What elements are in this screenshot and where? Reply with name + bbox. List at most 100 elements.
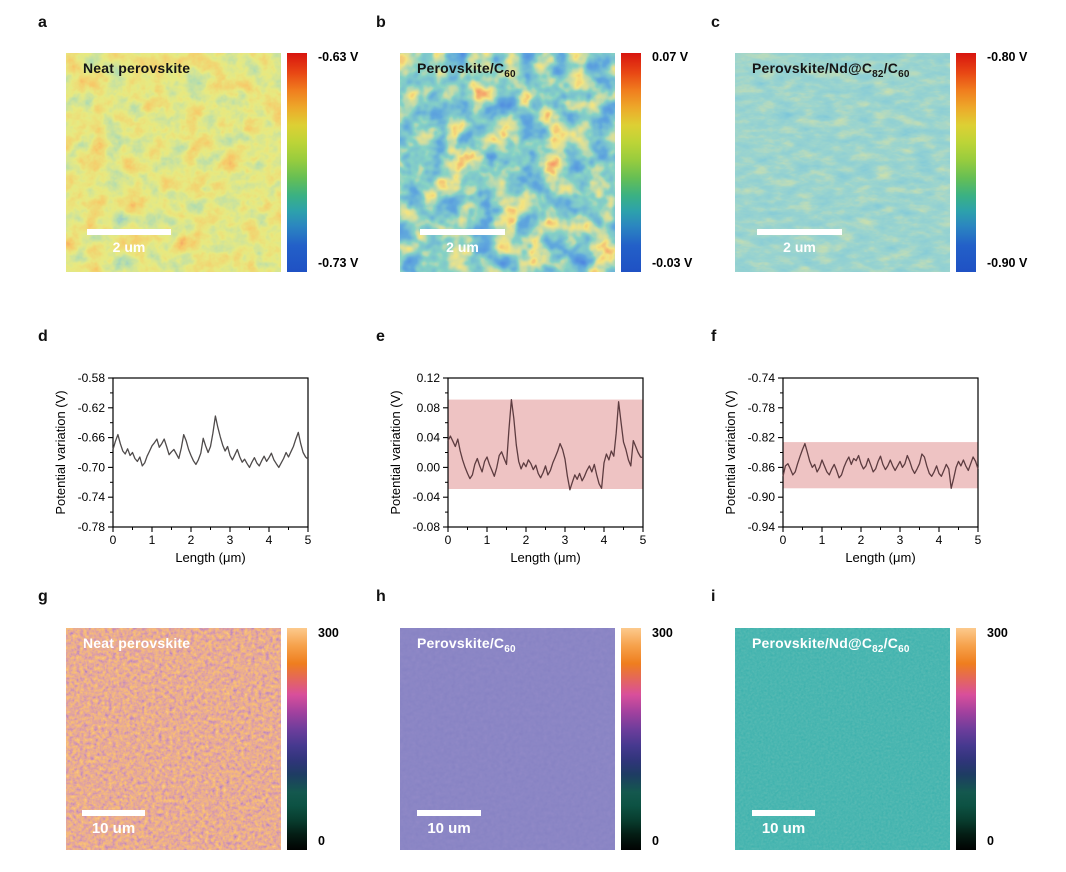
x-tick-label: 0 xyxy=(780,533,787,547)
intensity-map-perovskite-ndc82-c60: Perovskite/Nd@C82/C60 10 um xyxy=(735,628,950,850)
colorbar-a xyxy=(287,53,307,272)
x-tick-label: 4 xyxy=(601,533,608,547)
y-tick-label: -0.78 xyxy=(748,401,776,415)
colorbar-max-label: 300 xyxy=(987,626,1008,640)
line-plot-d: -0.58 -0.62 -0.66 -0.70 -0.74 -0.78 0 1 2 3 4 5 Leng… xyxy=(53,371,312,565)
y-tick-label: -0.08 xyxy=(413,520,441,534)
x-tick-label: 1 xyxy=(484,533,491,547)
scale-bar: 10 um xyxy=(752,810,815,837)
scale-bar-label: 2 um xyxy=(783,239,816,255)
y-tick-label: -0.70 xyxy=(78,460,106,474)
scale-bar-label: 10 um xyxy=(427,820,471,837)
y-tick-label: -0.90 xyxy=(748,490,776,504)
colorbar-h xyxy=(621,628,641,850)
scale-bar-line xyxy=(420,229,505,235)
map-title: Neat perovskite xyxy=(83,60,191,76)
y-tick-label: -0.78 xyxy=(78,520,106,534)
line-plot-f: -0.74 -0.78 -0.82 -0.86 -0.90 -0.94 0 1 2 3 4 5 Leng… xyxy=(723,371,982,565)
x-axis-label: Length (μm) xyxy=(845,550,915,565)
colorbar-c xyxy=(956,53,976,272)
x-axis-label: Length (μm) xyxy=(175,550,245,565)
scale-bar-label: 10 um xyxy=(761,820,806,837)
panel-letter-e: e xyxy=(376,328,385,345)
x-tick-label: 2 xyxy=(188,533,195,547)
x-tick-label: 5 xyxy=(640,533,647,547)
scale-bar-line xyxy=(82,810,145,816)
colorbar-g xyxy=(287,628,307,850)
x-tick-label: 4 xyxy=(266,533,273,547)
scale-bar: 2 um xyxy=(87,229,171,255)
x-tick-label: 3 xyxy=(897,533,904,547)
scale-bar: 2 um xyxy=(757,229,842,255)
x-tick-label: 5 xyxy=(305,533,312,547)
plot-frame xyxy=(112,377,309,528)
scale-bar-label: 2 um xyxy=(112,239,146,255)
colorbar-min-label: -0.73 V xyxy=(318,256,359,270)
x-tick-label: 2 xyxy=(523,533,530,547)
y-tick-label: -0.74 xyxy=(78,490,106,504)
profile-line xyxy=(112,415,309,469)
colorbar-max-label: 300 xyxy=(318,626,339,640)
scale-bar-line xyxy=(87,229,171,235)
panel-letter-a: a xyxy=(38,14,47,31)
potential-map-perovskite-ndc82-c60: Perovskite/Nd@C82/C60 2 um xyxy=(735,53,950,272)
intensity-map-perovskite-c60: Perovskite/C60 10 um xyxy=(400,628,615,850)
noise-image-a xyxy=(66,53,281,272)
x-tick-label: 3 xyxy=(562,533,569,547)
y-tick-label: 0.08 xyxy=(417,401,441,415)
x-tick-label: 0 xyxy=(110,533,117,547)
profile-line xyxy=(782,442,979,489)
colorbar-b xyxy=(621,53,641,272)
potential-map-perovskite-c60: Perovskite/C60 2 um xyxy=(400,53,615,272)
colorbar-min-label: -0.90 V xyxy=(987,256,1028,270)
y-tick-label: -0.66 xyxy=(78,431,106,445)
y-axis-label: Potential variation (V) xyxy=(388,390,403,514)
y-tick-label: -0.94 xyxy=(748,520,776,534)
colorbar-max-label: 0.07 V xyxy=(652,50,689,64)
colorbar-min-label: 0 xyxy=(652,834,659,848)
y-tick-label: -0.74 xyxy=(748,371,776,385)
scale-bar-line xyxy=(417,810,481,816)
colorbar-i xyxy=(956,628,976,850)
scale-bar: 2 um xyxy=(420,229,505,255)
variation-band xyxy=(783,442,978,489)
x-tick-label: 2 xyxy=(858,533,865,547)
x-tick-label: 1 xyxy=(149,533,156,547)
x-tick-label: 1 xyxy=(819,533,826,547)
variation-band xyxy=(448,399,643,489)
y-tick-label: -0.86 xyxy=(748,460,776,474)
map-title: Perovskite/Nd@C82/C60 xyxy=(752,635,910,655)
line-plot-e: 0.12 0.08 0.04 0.00 -0.04 -0.08 0 1 2 3 4 5 Length (… xyxy=(388,371,647,565)
panel-letter-c: c xyxy=(711,14,720,31)
scale-bar-label: 2 um xyxy=(446,239,479,255)
y-tick-label: -0.58 xyxy=(78,371,106,385)
y-axis-label: Potential variation (V) xyxy=(53,390,68,514)
colorbar-min-label: 0 xyxy=(987,834,994,848)
x-tick-label: 4 xyxy=(936,533,943,547)
map-title: Perovskite/Nd@C82/C60 xyxy=(752,60,910,80)
colorbar-max-label: -0.63 V xyxy=(318,50,359,64)
y-axis-label: Potential variation (V) xyxy=(723,390,738,514)
scale-bar-label: 10 um xyxy=(91,820,136,837)
panel-letter-f: f xyxy=(711,328,717,345)
colorbar-max-label: -0.80 V xyxy=(987,50,1028,64)
panel-letter-i: i xyxy=(711,588,716,605)
colorbar-max-label: 300 xyxy=(652,626,673,640)
y-tick-label: -0.82 xyxy=(748,431,776,445)
x-tick-label: 5 xyxy=(975,533,982,547)
noise-image-c xyxy=(735,53,950,272)
panel-letter-d: d xyxy=(38,328,48,345)
scale-bar: 10 um xyxy=(82,810,145,837)
scale-bar-line xyxy=(752,810,815,816)
y-tick-label: 0.12 xyxy=(417,371,441,385)
panel-letter-g: g xyxy=(38,588,48,605)
panel-letter-b: b xyxy=(376,14,386,31)
noise-image-b xyxy=(400,53,615,272)
profile-line xyxy=(447,398,644,491)
x-axis-label: Length (μm) xyxy=(510,550,580,565)
map-title: Perovskite/C60 xyxy=(417,60,516,80)
x-tick-label: 3 xyxy=(227,533,234,547)
y-tick-label: -0.04 xyxy=(413,490,441,504)
scale-bar: 10 um xyxy=(417,810,481,837)
